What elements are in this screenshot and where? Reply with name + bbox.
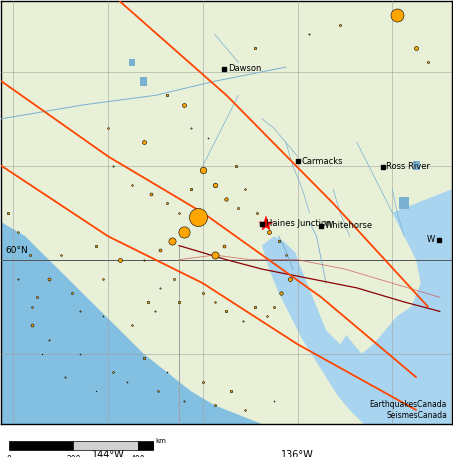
Text: Haines Junction: Haines Junction <box>265 219 331 228</box>
Text: Ross River: Ross River <box>386 162 430 171</box>
Bar <box>9 441 73 450</box>
Text: 60°N: 60°N <box>5 246 28 255</box>
Polygon shape <box>293 236 350 344</box>
Polygon shape <box>1 222 452 424</box>
Text: km: km <box>156 438 167 444</box>
Polygon shape <box>400 197 409 209</box>
Text: 200: 200 <box>66 455 81 457</box>
Text: Whitehorse: Whitehorse <box>325 221 373 230</box>
Polygon shape <box>340 236 388 316</box>
Bar <box>73 441 138 450</box>
Bar <box>138 441 154 450</box>
Polygon shape <box>129 59 135 66</box>
Text: W: W <box>427 235 435 244</box>
Text: Carmacks: Carmacks <box>301 157 342 165</box>
Text: 136°W: 136°W <box>281 450 314 457</box>
Text: EarthquakesCanada
SeismesCanada: EarthquakesCanada SeismesCanada <box>370 400 447 420</box>
Text: 400: 400 <box>130 455 145 457</box>
Polygon shape <box>262 189 452 424</box>
Text: 144°W: 144°W <box>92 450 125 457</box>
Text: Dawson: Dawson <box>228 64 261 73</box>
Polygon shape <box>413 161 419 170</box>
Polygon shape <box>140 76 147 86</box>
Text: 0: 0 <box>7 455 11 457</box>
